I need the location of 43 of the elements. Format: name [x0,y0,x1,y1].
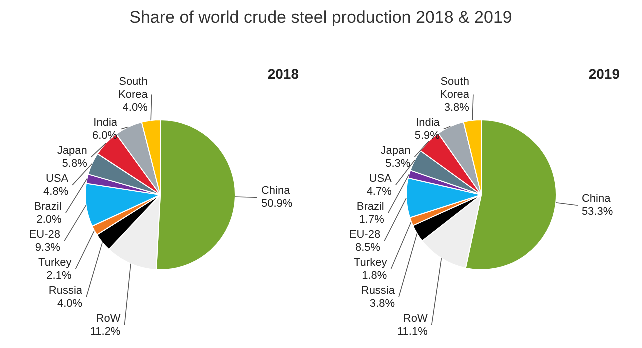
slice-label: China [582,193,612,206]
slice-label: China [261,185,292,198]
data-label: 6.0% [92,130,118,142]
data-label: 11.2% [90,326,121,338]
data-label: 2.1% [46,270,72,282]
chart-subtitle: 2018 [268,66,299,82]
slice-label: India [94,116,118,129]
chart-title: Share of world crude steel production 2018 & 2019 [128,8,514,28]
data-label: 5.3% [386,158,411,170]
slice-label: USA [369,172,393,185]
slice-label: Brazil [356,200,384,213]
slice-label: Russia [361,284,396,297]
slice-label: South Korea [440,76,470,101]
data-label: 50.9% [261,198,293,210]
data-label: 9.3% [35,242,61,254]
slice-label: RoW [96,312,122,325]
data-label: 8.5% [356,242,381,254]
data-label: 4.0% [122,102,148,114]
data-label: 4.8% [44,186,69,198]
data-label: 3.8% [444,102,470,114]
data-label: 3.8% [370,298,396,310]
slice-label: Turkey [354,256,388,269]
data-label: 5.9% [414,130,440,142]
data-label: 5.8% [62,158,88,170]
data-label: 53.3% [582,206,614,218]
slice-label: EU-28 [349,228,381,241]
data-label: 1.7% [359,214,385,226]
data-label: 11.1% [397,326,428,338]
slice-label: RoW [403,312,428,325]
slice-label: South Korea [118,76,149,101]
data-label: 4.7% [366,186,392,198]
slice-label: Turkey [38,256,72,269]
data-label: 2.0% [36,214,62,226]
data-label: 1.8% [362,270,388,282]
slice-label: EU-28 [29,228,60,241]
slice-label: Brazil [34,200,62,213]
chart-subtitle: 2019 [588,66,620,82]
slice-label: Japan [380,144,411,157]
slice-label: USA [46,172,70,185]
slice-label: Japan [57,144,88,157]
slice-label: Russia [48,284,84,297]
data-label: 4.0% [57,298,83,310]
slice-label: India [416,116,441,129]
